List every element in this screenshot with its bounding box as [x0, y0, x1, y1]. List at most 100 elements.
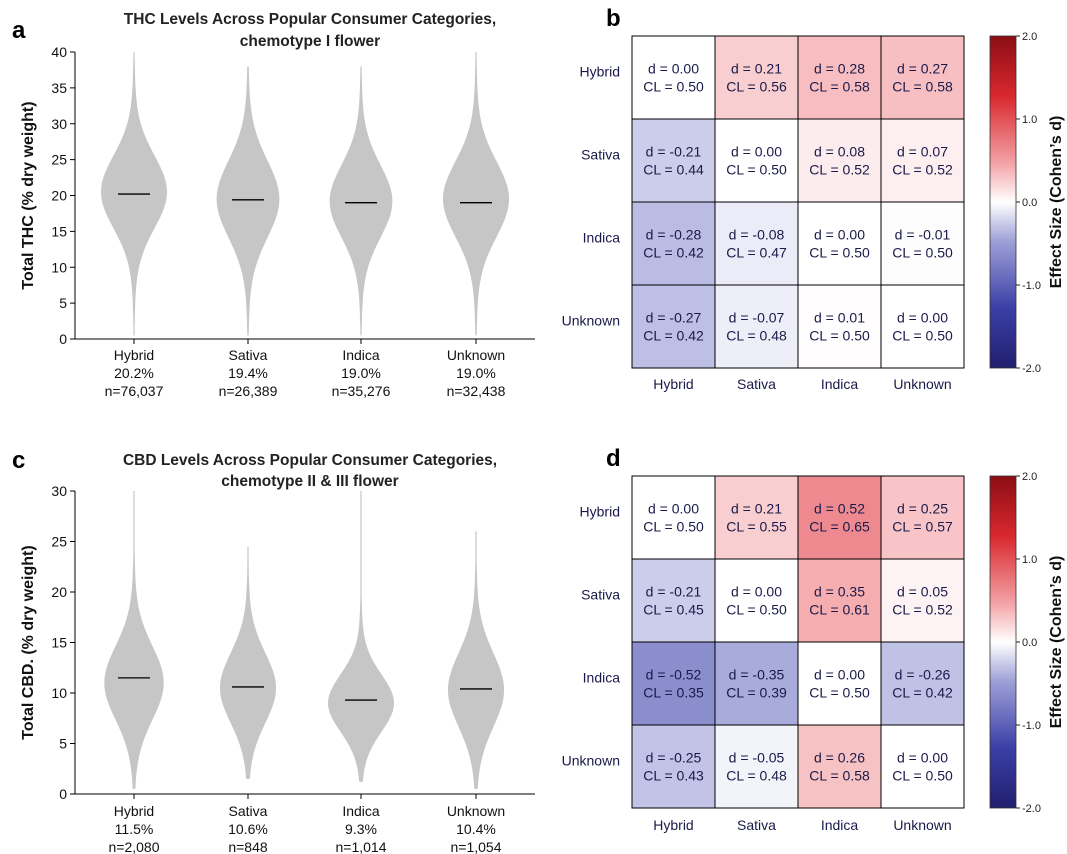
heatmap-cell — [714, 118, 799, 203]
cell-d-value: d = 0.26 — [814, 750, 865, 766]
row-label: Sativa — [581, 587, 620, 603]
cell-cl-value: CL = 0.50 — [809, 328, 870, 344]
cell-cl-value: CL = 0.65 — [809, 519, 870, 535]
x-median-label: 20.2% — [114, 365, 154, 381]
heatmap-cell — [797, 284, 882, 369]
cell-cl-value: CL = 0.50 — [892, 328, 953, 344]
panel-letter-c: c — [12, 447, 25, 474]
cell-cl-value: CL = 0.57 — [892, 519, 953, 535]
cell-d-value: d = 0.00 — [731, 584, 782, 600]
colorbar-tick-label: 2.0 — [1022, 31, 1037, 43]
colorbar-tick-label: 2.0 — [1022, 471, 1037, 483]
violin-sativa — [219, 546, 277, 779]
x-n-label: n=1,054 — [451, 839, 502, 854]
colorbar — [989, 35, 1017, 369]
cell-cl-value: CL = 0.50 — [809, 685, 870, 701]
cell-d-value: d = 0.00 — [731, 144, 782, 160]
violin-hybrid — [104, 491, 164, 789]
heatmap-cell — [880, 558, 965, 643]
violin-sativa — [216, 66, 280, 336]
cell-d-value: d = 0.35 — [814, 584, 865, 600]
x-median-label: 19.0% — [456, 365, 496, 381]
x-category-label: Hybrid — [114, 347, 154, 363]
row-label: Hybrid — [580, 504, 620, 520]
colorbar-tick-label: 1.0 — [1022, 554, 1037, 566]
x-median-label: 19.4% — [228, 365, 268, 381]
y-tick-label: 5 — [59, 295, 67, 311]
x-median-label: 10.6% — [228, 821, 268, 837]
x-n-label: n=1,014 — [336, 839, 387, 854]
cell-cl-value: CL = 0.45 — [643, 602, 704, 618]
col-label: Hybrid — [653, 376, 693, 392]
cell-cl-value: CL = 0.58 — [809, 79, 870, 95]
violin-unknown — [443, 52, 509, 336]
heatmap-cell — [714, 558, 799, 643]
x-median-label: 11.5% — [115, 821, 154, 837]
cell-cl-value: CL = 0.42 — [643, 245, 704, 261]
cell-d-value: d = 0.21 — [731, 501, 782, 517]
cell-d-value: d = 0.00 — [814, 227, 865, 243]
cell-cl-value: CL = 0.56 — [726, 79, 787, 95]
y-tick-label: 5 — [59, 736, 67, 752]
x-category-label: Sativa — [229, 803, 268, 819]
x-category-label: Hybrid — [114, 803, 154, 819]
cell-cl-value: CL = 0.39 — [726, 685, 787, 701]
cell-d-value: d = -0.21 — [646, 584, 702, 600]
row-label: Unknown — [562, 753, 620, 769]
col-label: Sativa — [737, 376, 776, 392]
heatmap-cell — [631, 35, 716, 120]
colorbar-tick-label: -1.0 — [1022, 720, 1041, 732]
heatmap-cell — [631, 641, 716, 726]
violin-unknown — [447, 531, 505, 789]
cell-d-value: d = 0.00 — [648, 61, 699, 77]
cell-cl-value: CL = 0.48 — [726, 328, 787, 344]
cell-cl-value: CL = 0.52 — [809, 162, 870, 178]
x-category-label: Sativa — [229, 347, 268, 363]
col-label: Sativa — [737, 817, 776, 833]
cell-cl-value: CL = 0.50 — [892, 768, 953, 784]
cell-d-value: d = 0.27 — [897, 61, 948, 77]
heatmap-cell — [631, 284, 716, 369]
x-median-label: 19.0% — [341, 365, 381, 381]
cell-d-value: d = 0.28 — [814, 61, 865, 77]
cell-cl-value: CL = 0.61 — [809, 602, 870, 618]
cell-d-value: d = 0.01 — [814, 310, 865, 326]
heatmap-cell — [631, 118, 716, 203]
cell-cl-value: CL = 0.50 — [643, 79, 704, 95]
cell-cl-value: CL = 0.58 — [892, 79, 953, 95]
cell-d-value: d = -0.26 — [895, 667, 951, 683]
cell-cl-value: CL = 0.50 — [892, 245, 953, 261]
y-tick-label: 25 — [51, 534, 67, 550]
cell-d-value: d = 0.21 — [731, 61, 782, 77]
x-n-label: n=26,389 — [219, 383, 278, 399]
x-n-label: n=35,276 — [332, 383, 391, 399]
chart-title-line: chemotype I flower — [240, 33, 380, 50]
colorbar — [989, 475, 1017, 809]
heatmap-cell — [797, 641, 882, 726]
heatmap-cell — [880, 475, 965, 560]
col-label: Indica — [821, 817, 859, 833]
colorbar-tick-label: 0.0 — [1022, 637, 1037, 649]
cell-d-value: d = -0.21 — [646, 144, 702, 160]
panel-letter-b: b — [606, 5, 621, 32]
cell-cl-value: CL = 0.35 — [643, 685, 704, 701]
y-tick-label: 30 — [51, 116, 67, 132]
row-label: Hybrid — [580, 64, 620, 80]
colorbar-label: Effect Size (Cohen’s d) — [1048, 556, 1065, 729]
cell-cl-value: CL = 0.48 — [726, 768, 787, 784]
col-label: Unknown — [893, 817, 951, 833]
cell-cl-value: CL = 0.58 — [809, 768, 870, 784]
col-label: Unknown — [893, 376, 951, 392]
cell-d-value: d = -0.28 — [646, 227, 702, 243]
chart-title-line: CBD Levels Across Popular Consumer Categ… — [123, 452, 497, 469]
heatmap-cell — [797, 558, 882, 643]
violin-indica — [329, 66, 393, 336]
heatmap-cell — [797, 201, 882, 286]
y-tick-label: 35 — [51, 80, 67, 96]
row-label: Indica — [583, 670, 621, 686]
cell-d-value: d = -0.01 — [895, 227, 951, 243]
colorbar-tick-label: 1.0 — [1022, 114, 1037, 126]
y-tick-label: 0 — [59, 786, 67, 802]
cell-cl-value: CL = 0.43 — [643, 768, 704, 784]
